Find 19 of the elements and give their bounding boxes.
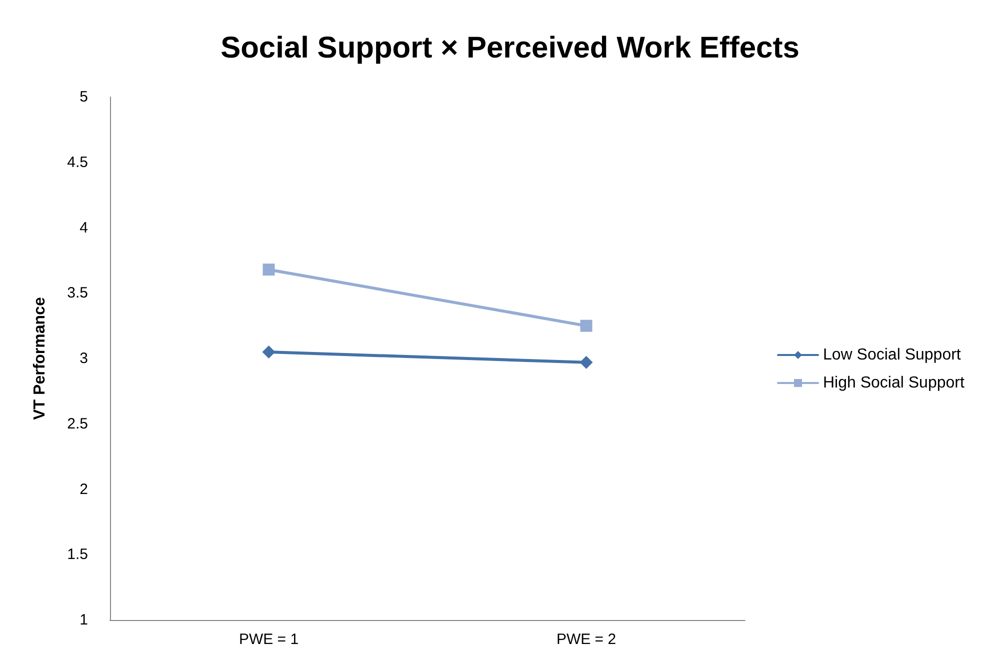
y-tick-label: 3 — [80, 350, 88, 367]
chart-title: Social Support × Perceived Work Effects — [220, 32, 800, 64]
point — [580, 320, 592, 332]
y-tick-label: 5 — [80, 88, 88, 106]
y-tick-label: 2.5 — [67, 415, 88, 432]
y-tick-label: 4.5 — [67, 154, 88, 171]
y-tick-label: 3.5 — [67, 284, 88, 302]
legend-label: Low Social Support — [823, 346, 962, 364]
y-tick-label: 1.5 — [67, 546, 88, 564]
legend-label: High Social Support — [823, 374, 965, 392]
x-tick-label: PWE = 2 — [556, 631, 616, 648]
point — [580, 356, 593, 369]
y-axis-title: VT Performance — [32, 297, 48, 420]
y-tick-label: 2 — [80, 480, 88, 498]
x-tick-label: PWE = 1 — [238, 631, 299, 648]
point — [262, 264, 275, 276]
y-tick-label: 1 — [80, 612, 88, 628]
y-tick-label: 4 — [80, 219, 88, 236]
point — [262, 345, 276, 358]
